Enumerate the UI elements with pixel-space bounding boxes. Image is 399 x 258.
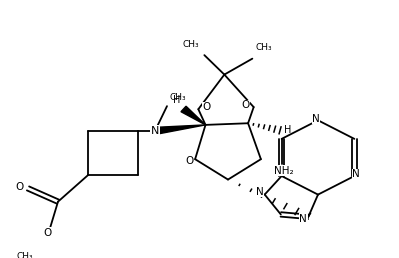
Text: H: H — [284, 125, 291, 135]
Text: NH₂: NH₂ — [274, 166, 293, 176]
Text: CH₃: CH₃ — [255, 43, 272, 52]
Text: CH₃: CH₃ — [183, 40, 200, 49]
Text: O: O — [185, 156, 193, 166]
Polygon shape — [181, 106, 205, 125]
Text: O: O — [43, 228, 51, 238]
Polygon shape — [154, 125, 205, 134]
Text: CH₃: CH₃ — [16, 252, 33, 258]
Text: N: N — [151, 126, 159, 136]
Text: N: N — [300, 214, 307, 224]
Text: O: O — [16, 182, 24, 192]
Text: N: N — [312, 114, 320, 124]
Text: O: O — [202, 102, 210, 112]
Text: N: N — [352, 169, 360, 179]
Text: N: N — [256, 187, 264, 197]
Text: CH₃: CH₃ — [169, 93, 186, 102]
Text: O: O — [241, 100, 250, 110]
Text: H: H — [173, 95, 180, 106]
